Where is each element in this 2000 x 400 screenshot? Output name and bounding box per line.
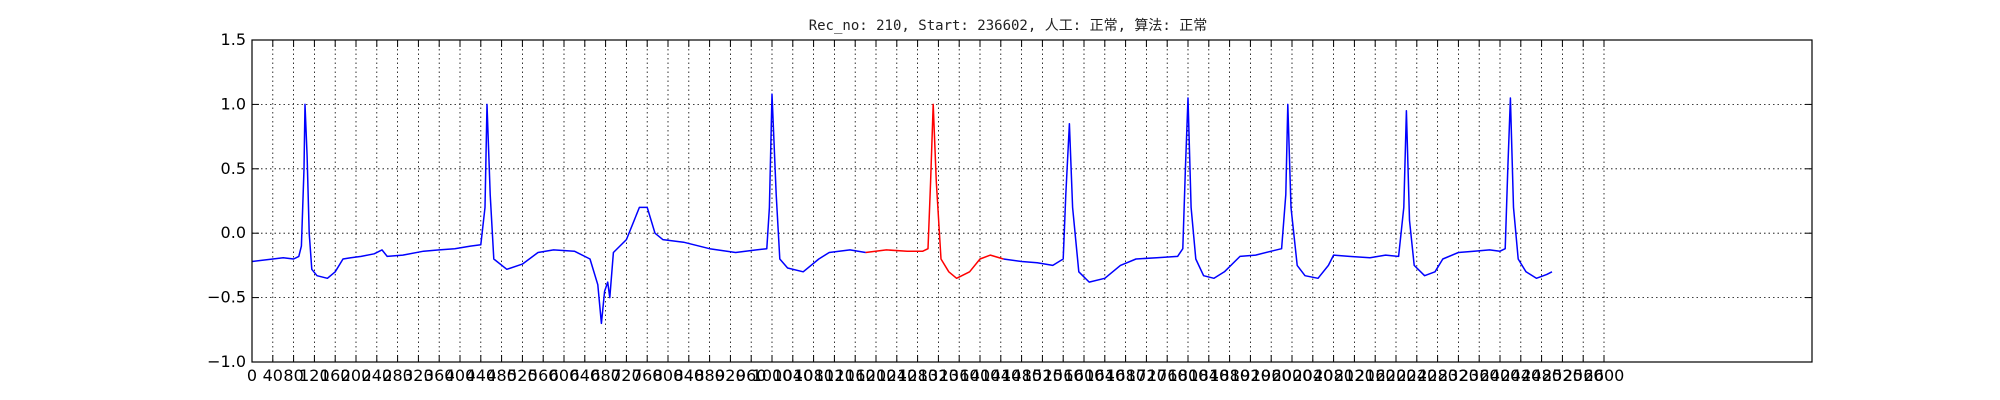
x-tick-label-60: 2400 bbox=[1480, 366, 1521, 385]
x-tick-label-65: 2600 bbox=[1584, 366, 1625, 385]
x-tick-label-7: 280 bbox=[382, 366, 413, 385]
x-tick-label-4: 160 bbox=[320, 366, 351, 385]
grid bbox=[251, 39, 1812, 363]
x-tick-label-25: 1000 bbox=[752, 366, 793, 385]
x-tick-label-1: 40 bbox=[263, 366, 283, 385]
series-group bbox=[251, 93, 1553, 325]
x-tick-label-30: 1200 bbox=[856, 366, 897, 385]
x-tick-label-21: 840 bbox=[674, 366, 705, 385]
x-tick-label-13: 520 bbox=[507, 366, 538, 385]
x-tick-label-2: 80 bbox=[283, 366, 303, 385]
x-tick-label-42: 1680 bbox=[1105, 366, 1146, 385]
x-tick-label-24: 960 bbox=[736, 366, 767, 385]
x-tick-label-43: 1720 bbox=[1126, 366, 1167, 385]
x-tick-label-15: 600 bbox=[549, 366, 580, 385]
x-tick-label-22: 880 bbox=[694, 366, 725, 385]
x-tick-label-10: 400 bbox=[445, 366, 476, 385]
x-tick-label-49: 1960 bbox=[1251, 366, 1292, 385]
y-tick-label-1: 1.0 bbox=[221, 94, 246, 113]
x-tick-label-5: 200 bbox=[341, 366, 372, 385]
x-tick-label-61: 2440 bbox=[1500, 366, 1541, 385]
y-tick-label-4: −0.5 bbox=[207, 288, 246, 307]
x-tick-label-40: 1600 bbox=[1064, 366, 1105, 385]
x-tick-label-12: 480 bbox=[486, 366, 517, 385]
ecg-series-line-1 bbox=[865, 103, 1004, 280]
x-tick-label-64: 2560 bbox=[1563, 366, 1604, 385]
y-tick-label-3: 0.0 bbox=[221, 223, 246, 242]
x-tick-label-44: 1760 bbox=[1147, 366, 1188, 385]
x-tick-label-0: 0 bbox=[247, 366, 257, 385]
x-tick-label-54: 2160 bbox=[1355, 366, 1396, 385]
x-tick-label-45: 1800 bbox=[1168, 366, 1209, 385]
x-tick-label-38: 1520 bbox=[1022, 366, 1063, 385]
x-tick-label-27: 1080 bbox=[793, 366, 834, 385]
y-tick-label-5: −1.0 bbox=[207, 352, 246, 371]
x-tick-label-18: 720 bbox=[611, 366, 642, 385]
x-tick-label-57: 2280 bbox=[1417, 366, 1458, 385]
x-tick-label-59: 2360 bbox=[1459, 366, 1500, 385]
x-tick-label-34: 1360 bbox=[939, 366, 980, 385]
x-tick-label-62: 2480 bbox=[1521, 366, 1562, 385]
x-tick-label-39: 1560 bbox=[1043, 366, 1084, 385]
x-tick-label-46: 1840 bbox=[1188, 366, 1229, 385]
x-tick-label-48: 1920 bbox=[1230, 366, 1271, 385]
x-tick-label-11: 440 bbox=[466, 366, 497, 385]
y-axis: 1.5 1.0 0.5 0.0 −0.5 −1.0 bbox=[207, 30, 1812, 371]
x-tick-label-16: 640 bbox=[570, 366, 601, 385]
x-tick-label-32: 1280 bbox=[897, 366, 938, 385]
x-axis: 0 40 8012016020024028032036040044048052056… bbox=[247, 40, 1624, 385]
x-tick-label-36: 1440 bbox=[980, 366, 1021, 385]
x-tick-label-51: 2040 bbox=[1292, 366, 1333, 385]
x-tick-label-41: 1640 bbox=[1084, 366, 1125, 385]
x-tick-label-29: 1160 bbox=[835, 366, 876, 385]
x-tick-label-33: 1320 bbox=[918, 366, 959, 385]
x-tick-label-56: 2240 bbox=[1396, 366, 1437, 385]
x-tick-label-23: 920 bbox=[715, 366, 746, 385]
x-tick-label-37: 1480 bbox=[1001, 366, 1042, 385]
x-tick-label-19: 760 bbox=[632, 366, 663, 385]
x-tick-label-3: 120 bbox=[299, 366, 330, 385]
x-tick-label-14: 560 bbox=[528, 366, 559, 385]
x-tick-label-50: 2000 bbox=[1272, 366, 1313, 385]
x-tick-label-55: 2200 bbox=[1376, 366, 1417, 385]
x-tick-label-8: 320 bbox=[403, 366, 434, 385]
x-tick-label-28: 1120 bbox=[814, 366, 855, 385]
x-tick-label-52: 2080 bbox=[1313, 366, 1354, 385]
x-tick-label-31: 1240 bbox=[876, 366, 917, 385]
x-tick-label-58: 2320 bbox=[1438, 366, 1479, 385]
ecg-series-line-0 bbox=[251, 93, 866, 325]
x-tick-label-47: 1880 bbox=[1209, 366, 1250, 385]
x-tick-label-9: 360 bbox=[424, 366, 455, 385]
ecg-series-line-2 bbox=[1003, 97, 1553, 283]
y-tick-label-0: 1.5 bbox=[221, 30, 246, 49]
y-tick-label-2: 0.5 bbox=[221, 159, 246, 178]
x-tick-label-17: 680 bbox=[590, 366, 621, 385]
x-tick-label-20: 800 bbox=[653, 366, 684, 385]
plot-frame bbox=[251, 39, 1813, 363]
x-tick-label-6: 240 bbox=[362, 366, 393, 385]
x-tick-label-26: 1040 bbox=[772, 366, 813, 385]
chart-title: Rec_no: 210, Start: 236602, 人工: 正常, 算法: … bbox=[809, 18, 1208, 34]
x-tick-label-63: 2520 bbox=[1542, 366, 1583, 385]
x-tick-label-53: 2120 bbox=[1334, 366, 1375, 385]
x-tick-label-35: 1400 bbox=[960, 366, 1001, 385]
